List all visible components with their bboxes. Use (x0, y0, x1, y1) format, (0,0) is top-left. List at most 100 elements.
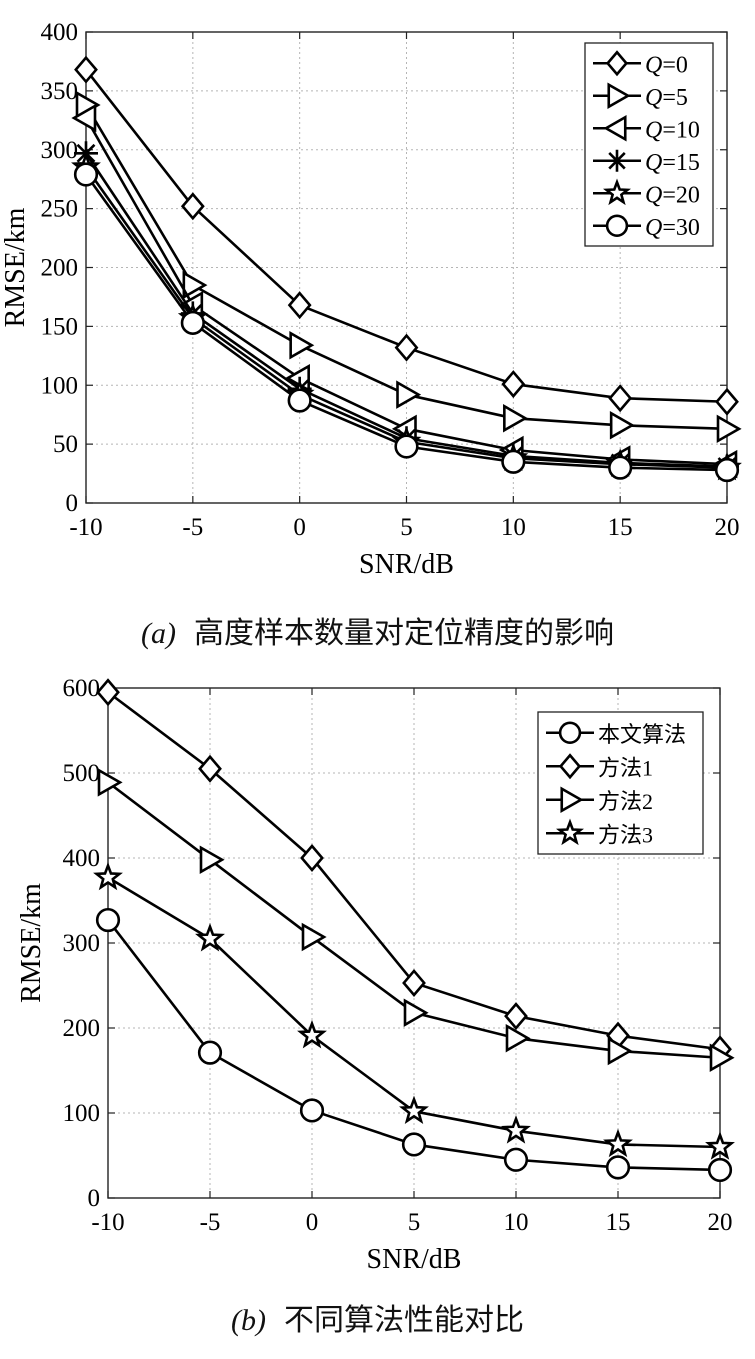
x-tick-label: 10 (501, 514, 526, 541)
x-tick-label: 15 (606, 1209, 631, 1236)
data-point (504, 1002, 528, 1031)
data-point (716, 414, 742, 444)
data-point (501, 1115, 531, 1144)
x-tick-label: -5 (200, 1209, 221, 1236)
legend-marker (605, 50, 629, 77)
data-point (403, 998, 429, 1027)
data-point (197, 1040, 223, 1065)
y-tick-label: 350 (41, 78, 79, 105)
y-tick-label: 200 (41, 255, 79, 282)
data-point (96, 678, 120, 707)
chart-b: -10 -5 0 5 10 15 200100200300400500600SNR/dBRM… (16, 675, 735, 1275)
data-point (198, 754, 222, 783)
data-point (608, 384, 633, 413)
x-tick-label: -10 (91, 1209, 124, 1236)
caption-b: (b) 不同算法性能对比 (0, 1295, 755, 1339)
x-axis-label: SNR/dB (359, 549, 454, 580)
data-point (73, 162, 99, 187)
series-2 (97, 768, 735, 1072)
x-tick-label: 20 (708, 1209, 733, 1236)
data-point (707, 1157, 733, 1183)
x-tick-label: 15 (608, 514, 633, 541)
legend-label: Q=20 (645, 182, 700, 208)
data-point (299, 1098, 325, 1123)
legend-label: 方法3 (598, 822, 653, 847)
x-tick-label: 5 (408, 1209, 421, 1236)
data-point (503, 1147, 529, 1172)
series-1 (75, 90, 742, 444)
y-tick-label: 50 (53, 431, 78, 458)
data-point (503, 403, 528, 433)
data-point (714, 457, 740, 483)
data-point (402, 968, 426, 997)
data-point (608, 455, 633, 480)
caption-b-text: 不同算法性能对比 (283, 1303, 524, 1338)
series-5 (73, 162, 740, 483)
x-tick-label: 10 (504, 1209, 529, 1236)
data-point (289, 330, 315, 360)
data-point (287, 291, 312, 320)
legend-marker (558, 721, 582, 744)
series-0 (95, 907, 733, 1183)
y-tick-label: 200 (63, 1015, 101, 1042)
data-point (501, 449, 526, 474)
data-point (709, 1043, 735, 1072)
legend-marker (560, 786, 584, 813)
data-point (180, 192, 205, 221)
data-point (297, 1019, 327, 1049)
x-tick-label: -5 (182, 514, 203, 541)
y-tick-label: 400 (41, 19, 79, 46)
data-point (603, 1128, 633, 1158)
y-tick-label: 600 (63, 675, 101, 702)
y-tick-label: 0 (88, 1185, 101, 1212)
x-tick-label: 5 (400, 514, 413, 541)
data-point (74, 55, 98, 84)
legend-label: 本文算法 (598, 722, 686, 747)
y-tick-label: 0 (66, 490, 79, 517)
legend-marker (607, 82, 631, 109)
data-point (501, 370, 526, 399)
data-point (605, 1155, 631, 1180)
legend-label: Q=0 (645, 52, 688, 78)
series-3 (93, 861, 735, 1160)
y-tick-label: 300 (63, 930, 101, 957)
data-point (71, 103, 97, 133)
legend-label: 方法1 (598, 755, 653, 780)
data-point (180, 310, 205, 335)
data-point (182, 270, 208, 300)
legend-label: Q=10 (645, 117, 700, 143)
data-point (609, 411, 635, 440)
y-axis-label: RMSE/km (0, 207, 31, 327)
data-point (505, 1023, 531, 1053)
legend-marker (606, 149, 628, 172)
caption-a-text: 高度样本数量对定位精度的影响 (193, 616, 614, 651)
series-0 (74, 55, 739, 416)
data-point (195, 923, 225, 952)
x-tick-label: 20 (715, 514, 740, 541)
x-axis-label: SNR/dB (367, 1244, 462, 1275)
caption-b-tag: (b) (231, 1304, 266, 1337)
y-tick-label: 300 (41, 137, 79, 164)
legend-marker (605, 214, 629, 237)
data-point (301, 922, 327, 952)
data-point (287, 388, 312, 413)
chart-a: -10 -5 0 5 10 15 20050100150200250300350400SNR… (0, 19, 742, 580)
data-point (401, 1132, 427, 1157)
y-tick-label: 400 (63, 845, 101, 872)
data-point (394, 434, 419, 459)
y-tick-label: 250 (41, 196, 79, 223)
data-point (394, 333, 419, 362)
legend-marker (558, 753, 582, 780)
data-point (715, 387, 739, 416)
data-point (607, 1036, 633, 1066)
y-tick-label: 500 (63, 760, 101, 787)
y-axis-label: RMSE/km (16, 883, 47, 1003)
legend: Q=0 Q=5 Q=10 Q=15 Q=20 Q=30 (584, 42, 714, 247)
data-point (97, 768, 123, 797)
legend-label: 方法2 (598, 789, 653, 814)
data-point (399, 1095, 429, 1125)
legend-box (584, 42, 714, 247)
caption-a-tag: (a) (141, 617, 176, 650)
